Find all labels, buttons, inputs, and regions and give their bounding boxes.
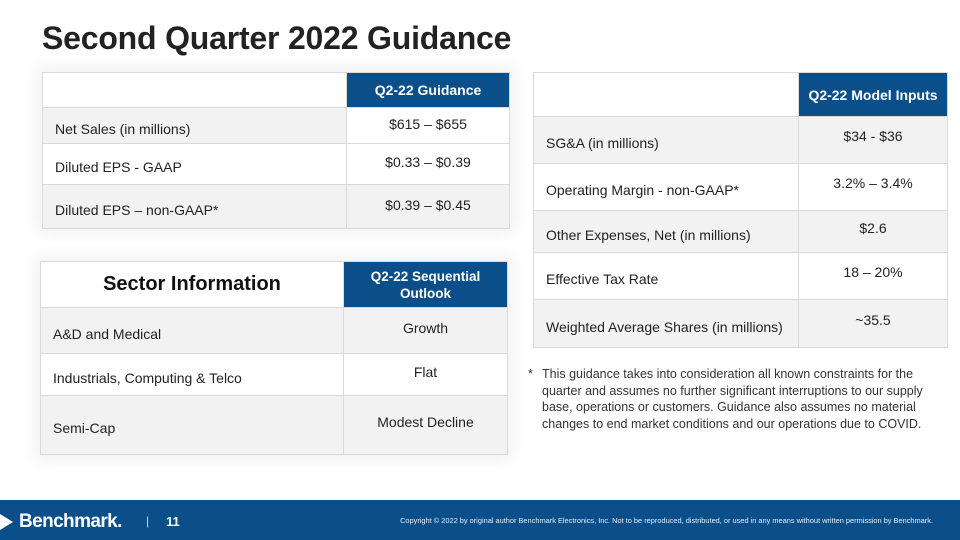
copyright-notice: Copyright © 2022 by original author Benc… [400, 516, 933, 525]
row-value: $34 - $36 [798, 116, 948, 164]
sector-title: Sector Information [40, 261, 344, 308]
logo-arrow-icon [0, 514, 13, 530]
row-value: $615 – $655 [346, 107, 510, 144]
table-row: Net Sales (in millions) $615 – $655 [42, 107, 510, 144]
row-label: Semi-Cap [40, 395, 344, 455]
row-label: Diluted EPS – non-GAAP* [42, 184, 347, 229]
logo-text: Benchmark. [19, 511, 122, 532]
row-value: Growth [343, 307, 508, 354]
slide-title: Second Quarter 2022 Guidance [42, 20, 512, 56]
table-row: A&D and Medical Growth [40, 307, 508, 354]
model-header: Q2-22 Model Inputs [798, 72, 948, 117]
row-value: 18 – 20% [798, 252, 948, 300]
table-row: Other Expenses, Net (in millions) $2.6 [533, 210, 948, 253]
row-label: Effective Tax Rate [533, 252, 799, 300]
row-value: $2.6 [798, 210, 948, 253]
table-row: Weighted Average Shares (in millions) ~3… [533, 299, 948, 348]
row-label: SG&A (in millions) [533, 116, 799, 164]
benchmark-logo: Benchmark. [0, 511, 122, 533]
footnote-marker: * [528, 367, 533, 381]
footnote-text: This guidance takes into consideration a… [542, 367, 923, 431]
row-value: $0.39 – $0.45 [346, 184, 510, 229]
row-value: $0.33 – $0.39 [346, 143, 510, 185]
row-value: Modest Decline [343, 395, 508, 455]
row-label: Weighted Average Shares (in millions) [533, 299, 799, 348]
guidance-footnote: * This guidance takes into consideration… [528, 366, 938, 432]
row-label: Other Expenses, Net (in millions) [533, 210, 799, 253]
row-value: 3.2% – 3.4% [798, 163, 948, 211]
table-row: Industrials, Computing & Telco Flat [40, 353, 508, 396]
row-value: ~35.5 [798, 299, 948, 348]
guidance-header-empty [42, 72, 347, 108]
row-label: A&D and Medical [40, 307, 344, 354]
footer-bar: Benchmark. | 11 Copyright © 2022 by orig… [0, 500, 960, 540]
row-label: Industrials, Computing & Telco [40, 353, 344, 396]
row-label: Net Sales (in millions) [42, 107, 347, 144]
page-number: 11 [166, 514, 180, 529]
model-header-row: Q2-22 Model Inputs [533, 72, 948, 117]
table-row: Operating Margin - non-GAAP* 3.2% – 3.4% [533, 163, 948, 211]
table-row: Effective Tax Rate 18 – 20% [533, 252, 948, 300]
guidance-table: Q2-22 Guidance Net Sales (in millions) $… [42, 72, 510, 229]
footer-separator: | [146, 514, 150, 528]
sector-header-row: Sector Information Q2-22 Sequential Outl… [40, 261, 508, 308]
model-inputs-table: Q2-22 Model Inputs SG&A (in millions) $3… [533, 72, 948, 348]
guidance-header-row: Q2-22 Guidance [42, 72, 510, 108]
model-header-empty [533, 72, 799, 117]
table-row: SG&A (in millions) $34 - $36 [533, 116, 948, 164]
sector-header: Q2-22 Sequential Outlook [343, 261, 508, 308]
table-row: Diluted EPS – non-GAAP* $0.39 – $0.45 [42, 184, 510, 229]
table-row: Diluted EPS - GAAP $0.33 – $0.39 [42, 143, 510, 185]
row-label: Operating Margin - non-GAAP* [533, 163, 799, 211]
table-row: Semi-Cap Modest Decline [40, 395, 508, 455]
sector-table: Sector Information Q2-22 Sequential Outl… [40, 261, 508, 455]
row-value: Flat [343, 353, 508, 396]
row-label: Diluted EPS - GAAP [42, 143, 347, 185]
guidance-header: Q2-22 Guidance [346, 72, 510, 108]
